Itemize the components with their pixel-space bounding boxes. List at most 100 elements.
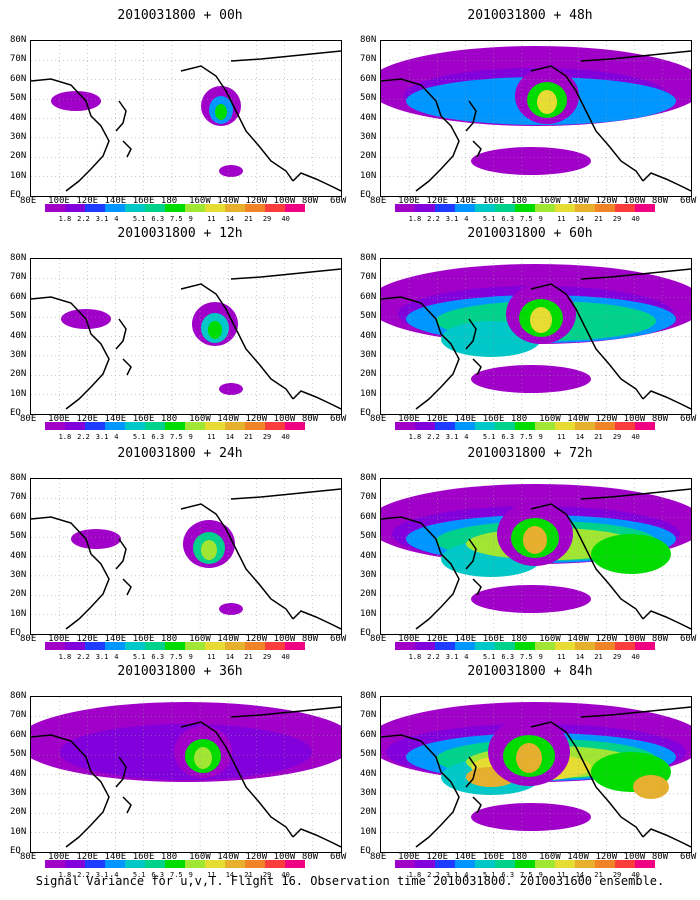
lon-label: 100E (398, 634, 420, 644)
coastline (31, 78, 110, 192)
lon-label: 120E (426, 852, 449, 862)
lon-label: 180 (510, 852, 528, 862)
colorbar-label: 5.1 (132, 871, 146, 879)
lon-label: 140E (104, 852, 127, 862)
colorbar-label: 5.1 (482, 215, 496, 223)
colorbar-swatch (555, 204, 575, 212)
colorbar-swatch (575, 204, 595, 212)
colorbar-swatch (615, 204, 635, 212)
lon-label: 120E (76, 852, 99, 862)
colorbar-swatch (635, 860, 655, 868)
lat-label: 40N (10, 330, 27, 341)
map-svg (31, 41, 341, 196)
lat-label: 80N (360, 691, 377, 701)
lon-label: 100W (623, 196, 646, 206)
colorbar-swatch (455, 204, 475, 212)
colorbar-swatch (415, 860, 435, 868)
lon-label: 180 (160, 196, 178, 206)
lat-label: 30N (360, 131, 377, 142)
variance-contour (471, 585, 591, 613)
lat-label: EQ (10, 846, 21, 856)
lon-label: 160W (539, 634, 561, 644)
coastline (292, 610, 341, 630)
lon-label: 80E (370, 414, 387, 424)
colorbar-label: 11 (557, 871, 566, 879)
coastline (530, 503, 644, 620)
colorbar-swatch (595, 204, 615, 212)
coastline (230, 706, 341, 718)
colorbar-label: 29 (262, 433, 272, 441)
lon-label: 160E (132, 414, 155, 424)
colorbar-swatch (185, 642, 205, 650)
colorbar-swatch (455, 860, 475, 868)
colorbar-swatch (45, 422, 65, 430)
colorbar-swatch (535, 642, 555, 650)
colorbar-label: 5.1 (132, 433, 146, 441)
coastline (472, 140, 482, 158)
lat-label: EQ (360, 408, 371, 418)
lon-label: 80W (651, 196, 669, 206)
colorbar-label: 5.1 (482, 871, 496, 879)
lon-label: 120W (245, 196, 268, 206)
lon-label: 100W (273, 634, 296, 644)
lon-label: 160W (189, 634, 211, 644)
variance-contour (201, 540, 217, 560)
coastline (381, 734, 460, 848)
variance-contour (219, 165, 243, 177)
lon-label: 160E (482, 852, 505, 862)
coastline (292, 390, 341, 410)
colorbar-label: 40 (631, 433, 640, 441)
colorbar-label: 11 (557, 433, 566, 441)
colorbar-label: 2.2 (77, 653, 90, 661)
lat-label: EQ (10, 628, 21, 638)
colorbar (45, 860, 305, 868)
coastline (292, 172, 341, 192)
lon-label: 80E (20, 414, 37, 424)
lon-label: 160E (482, 414, 505, 424)
colorbar-label: 21 (594, 653, 603, 661)
coastline (465, 538, 477, 570)
panel-title: 2010031800 + 72h (467, 446, 593, 461)
lon-label: 100E (398, 414, 420, 424)
colorbar-swatch (245, 642, 265, 650)
lon-label: 160W (189, 414, 211, 424)
colorbar-label: 1.8 (408, 871, 422, 879)
colorbar-swatch (105, 642, 125, 650)
colorbar-swatch (535, 204, 555, 212)
colorbar-label: 7.5 (170, 871, 183, 879)
lon-label: 100W (273, 414, 296, 424)
colorbar-swatch (435, 422, 455, 430)
lat-label: 10N (360, 608, 377, 619)
colorbar-swatch (635, 204, 655, 212)
colorbar-swatch (475, 642, 495, 650)
lon-label: 120W (595, 852, 618, 862)
colorbar-swatch (415, 422, 435, 430)
lon-label: 120E (76, 414, 99, 424)
colorbar-label: 40 (631, 653, 640, 661)
variance-contour (530, 307, 552, 333)
colorbar-label: 6.3 (151, 871, 165, 879)
lat-label: 20N (10, 807, 27, 818)
lon-label: 140E (454, 634, 477, 644)
colorbar-label: 29 (612, 215, 622, 223)
colorbar-label: 9 (188, 653, 193, 661)
lon-label: 140W (567, 852, 589, 862)
colorbar-label: 14 (575, 433, 585, 441)
colorbar-swatch (245, 204, 265, 212)
lat-label: 80N (360, 35, 377, 45)
lon-label: 140W (567, 414, 589, 424)
lat-label: 20N (360, 807, 377, 818)
colorbar-label: 21 (244, 653, 253, 661)
lat-label: 20N (360, 151, 377, 162)
colorbar-swatch (515, 642, 535, 650)
lat-label: 20N (10, 151, 27, 162)
lon-label: 60W (680, 196, 697, 206)
map-svg (31, 697, 341, 852)
panel-title: 2010031800 + 12h (117, 226, 243, 241)
lat-label: 80N (10, 253, 27, 263)
colorbar (395, 204, 655, 212)
colorbar-label: 21 (594, 433, 603, 441)
colorbar-label: 11 (207, 871, 216, 879)
colorbar-label: 4 (464, 215, 469, 223)
panel-title: 2010031800 + 48h (467, 8, 593, 23)
